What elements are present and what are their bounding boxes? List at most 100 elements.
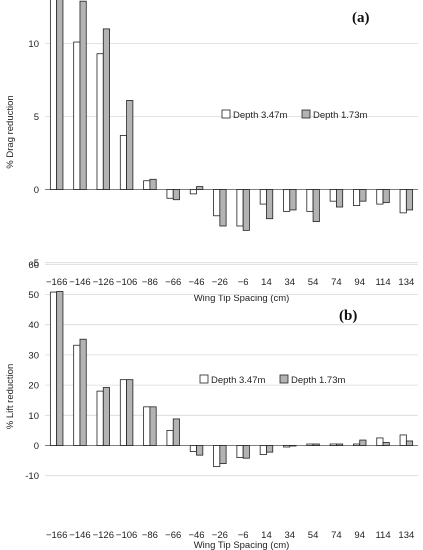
- x-tick-label: −166: [46, 277, 67, 288]
- bar-depth-347-11: [306, 189, 314, 212]
- bar-depth-173-2: [102, 28, 110, 190]
- bar-depth-173-12: [336, 443, 344, 446]
- bar-depth-347-9: [259, 189, 267, 205]
- bar-depth-347-10: [283, 445, 291, 448]
- x-tick-label: −106: [116, 277, 137, 288]
- x-tick-label: 74: [331, 530, 342, 541]
- y-tick-label: 60: [28, 260, 39, 271]
- y-tick-label: 0: [34, 185, 39, 196]
- bar-depth-173-6: [196, 186, 204, 190]
- x-axis-label: Wing Tip Spacing (cm): [194, 293, 290, 304]
- legend-label-depth-347: Depth 3.47m: [233, 110, 287, 121]
- legend-label-depth-173: Depth 1.73m: [291, 375, 345, 386]
- x-tick-label: 134: [398, 277, 414, 288]
- y-tick-label: 0: [34, 441, 39, 452]
- bar-depth-173-2: [102, 387, 110, 446]
- bar-depth-173-15: [405, 189, 414, 211]
- y-tick-label: -5: [31, 258, 39, 269]
- x-tick-label: −26: [212, 277, 228, 288]
- y-tick-label: -10: [25, 471, 39, 482]
- bar-depth-173-9: [266, 189, 274, 220]
- bar-depth-173-5: [172, 418, 180, 446]
- y-tick-label: 10: [28, 411, 39, 422]
- bar-depth-173-13: [359, 439, 367, 446]
- y-tick-label: 5: [34, 112, 39, 123]
- bar-depth-173-8: [242, 189, 250, 231]
- x-tick-label: −6: [238, 277, 249, 288]
- bar-depth-173-5: [172, 189, 180, 201]
- x-tick-label: −146: [69, 530, 90, 541]
- legend: Depth 3.47m Depth 1.73m: [199, 374, 345, 386]
- panel-label: (a): [352, 10, 370, 26]
- bar-depth-347-2: [96, 53, 104, 190]
- x-tick-label: 94: [354, 277, 365, 288]
- bar-depth-173-4: [149, 178, 157, 190]
- bar-depth-173-10: [289, 189, 297, 211]
- bar-depth-347-15: [399, 189, 407, 214]
- bar-depth-347-1: [73, 41, 81, 190]
- x-tick-label: 34: [284, 530, 295, 541]
- x-tick-label: −106: [116, 530, 137, 541]
- bar-depth-347-10: [283, 189, 291, 212]
- bar-depth-347-9: [259, 445, 267, 455]
- bar-depth-173-7: [219, 445, 227, 465]
- x-tick-label: −126: [93, 530, 114, 541]
- y-axis-label: % Drag reduction: [5, 95, 16, 168]
- legend-label-depth-347: Depth 3.47m: [211, 375, 265, 386]
- x-tick-label: −126: [93, 277, 114, 288]
- bar-depth-173-13: [359, 189, 367, 202]
- bar-depth-347-7: [213, 189, 221, 217]
- bar-depth-347-0: [49, 291, 58, 446]
- y-tick-label: 10: [28, 39, 39, 50]
- bar-depth-347-8: [236, 445, 244, 458]
- bar-depth-347-5: [166, 189, 174, 199]
- x-tick-label: −66: [165, 277, 181, 288]
- bar-depth-173-3: [126, 100, 134, 190]
- bar-depth-173-1: [79, 0, 87, 190]
- bar-depth-347-12: [329, 189, 337, 202]
- bar-depth-347-4: [143, 406, 151, 446]
- bar-depth-173-11: [312, 443, 320, 446]
- x-tick-label: 134: [398, 530, 414, 541]
- x-tick-label: −86: [142, 530, 158, 541]
- x-tick-label: 34: [284, 277, 295, 288]
- x-tick-label: −46: [188, 277, 204, 288]
- y-tick-label: 50: [28, 290, 39, 301]
- bar-depth-347-5: [166, 429, 174, 446]
- bar-depth-347-3: [119, 379, 127, 446]
- y-tick-label: 20: [28, 381, 39, 392]
- x-tick-label: 54: [308, 530, 319, 541]
- x-tick-label: 54: [308, 277, 319, 288]
- bar-depth-173-10: [289, 445, 297, 447]
- bar-depth-347-4: [143, 180, 151, 190]
- bar-depth-173-7: [219, 189, 227, 227]
- y-axis-label: % Lift reduction: [5, 364, 16, 429]
- x-tick-label: −6: [238, 530, 249, 541]
- bar-depth-173-1: [79, 338, 87, 446]
- bar-depth-347-14: [376, 437, 384, 446]
- bar-depth-347-13: [353, 189, 361, 206]
- bar-depth-347-7: [213, 445, 221, 468]
- legend-swatch-depth-173: [279, 374, 289, 384]
- y-tick-label: 30: [28, 350, 39, 361]
- bar-depth-347-14: [376, 189, 384, 205]
- x-tick-label: −46: [188, 530, 204, 541]
- bar-depth-347-11: [306, 443, 314, 446]
- bar-depth-173-4: [149, 406, 157, 446]
- x-tick-label: 94: [354, 530, 365, 541]
- bar-depth-347-0: [49, 0, 58, 190]
- bar-depth-173-14: [382, 442, 390, 446]
- x-tick-label: −146: [69, 277, 90, 288]
- bar-depth-347-8: [236, 189, 244, 227]
- x-tick-label: 14: [261, 530, 272, 541]
- x-axis-label: Wing Tip Spacing (cm): [194, 540, 290, 550]
- legend-swatch-depth-347: [221, 109, 231, 119]
- legend-swatch-depth-347: [199, 374, 209, 384]
- x-tick-label: 14: [261, 277, 272, 288]
- bar-depth-347-1: [73, 344, 81, 446]
- chart-panel-a: -5051015−166−146−126−106−86−66−46−26−614…: [5, 0, 418, 304]
- bar-depth-173-3: [126, 379, 134, 446]
- x-tick-label: 114: [375, 277, 390, 288]
- bar-depth-173-6: [196, 445, 204, 456]
